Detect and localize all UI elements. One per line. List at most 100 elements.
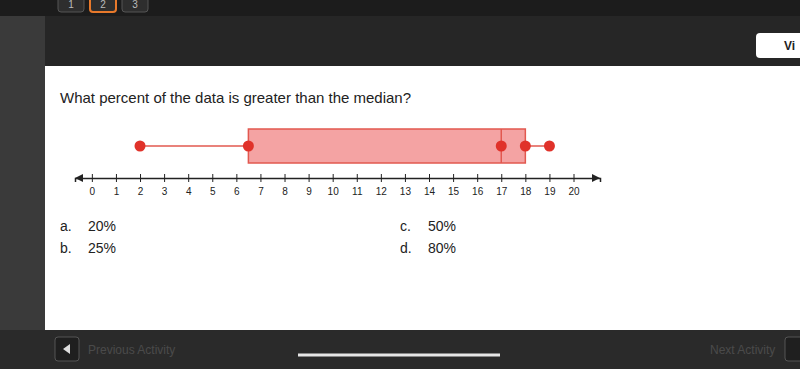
- previous-button[interactable]: [55, 337, 79, 361]
- tick-mark: [357, 174, 358, 182]
- tick-label: 12: [376, 186, 388, 197]
- content-area: [45, 66, 800, 330]
- tick-label: 3: [162, 186, 168, 197]
- option-letter[interactable]: c.: [400, 218, 411, 234]
- tick-mark: [285, 174, 286, 182]
- tick-mark: [260, 174, 261, 182]
- tick-label: 13: [400, 186, 412, 197]
- progress-line: [298, 354, 500, 357]
- tick-label: 5: [210, 186, 216, 197]
- tick-label: 18: [520, 186, 532, 197]
- tick-label: 0: [90, 186, 96, 197]
- x-axis: 01234567891011121314151617181920: [76, 174, 601, 197]
- tick-mark: [164, 174, 165, 182]
- tick: 10: [328, 174, 340, 197]
- tick: 14: [424, 174, 436, 197]
- tick-mark: [188, 174, 189, 182]
- tick-label: 2: [138, 186, 144, 197]
- axis-arrow: [592, 174, 600, 182]
- tick: 4: [186, 174, 192, 197]
- tick-mark: [333, 174, 334, 182]
- tick: 19: [544, 174, 556, 197]
- background: [0, 0, 800, 369]
- tab[interactable]: [90, 0, 116, 12]
- footer-bar: [0, 330, 800, 369]
- tick: 18: [520, 174, 532, 197]
- tick: 16: [472, 174, 484, 197]
- tick: 3: [162, 174, 168, 197]
- tick-label: 7: [258, 186, 264, 197]
- tick-mark: [453, 174, 454, 182]
- tick: 6: [234, 174, 240, 197]
- tick-mark: [405, 174, 406, 182]
- tick: 1: [114, 174, 120, 197]
- next-label[interactable]: Next Activity: [710, 343, 775, 357]
- tick-mark: [549, 174, 550, 182]
- tick-mark: [309, 174, 310, 182]
- tick: 0: [90, 174, 96, 197]
- tab-label[interactable]: 2: [100, 0, 106, 10]
- tick: 8: [282, 174, 288, 197]
- tick: 11: [352, 174, 363, 197]
- tick-label: 15: [448, 186, 460, 197]
- tick: 13: [400, 174, 412, 197]
- option-text[interactable]: 80%: [428, 240, 456, 256]
- option-letter[interactable]: a.: [60, 218, 72, 234]
- header-bar: [45, 16, 800, 66]
- tick: 5: [210, 174, 216, 197]
- tick-label: 6: [234, 186, 240, 197]
- tab-label[interactable]: 3: [132, 0, 138, 10]
- view-button-label[interactable]: Vi: [784, 39, 795, 53]
- tick: 15: [448, 174, 460, 197]
- left-margin: [0, 16, 45, 330]
- tick-label: 20: [568, 186, 580, 197]
- tick-label: 17: [496, 186, 508, 197]
- tick-label: 14: [424, 186, 436, 197]
- point-min: [135, 141, 146, 152]
- option-letter[interactable]: b.: [60, 240, 72, 256]
- tick-label: 16: [472, 186, 484, 197]
- question: What percent of the data is greater than…: [60, 89, 411, 106]
- tick-mark: [236, 174, 237, 182]
- tab[interactable]: [58, 0, 84, 12]
- tick: 9: [306, 174, 312, 197]
- next-button[interactable]: [785, 337, 800, 361]
- point-q1: [243, 141, 254, 152]
- axis-line: [76, 179, 601, 183]
- tab-label[interactable]: 1: [68, 0, 74, 10]
- tick-label: 11: [352, 186, 363, 197]
- previous-label[interactable]: Previous Activity: [88, 343, 175, 357]
- view-button[interactable]: [756, 33, 800, 58]
- previous-arrow: [63, 344, 70, 354]
- whisker: [140, 145, 248, 147]
- tab[interactable]: [122, 0, 148, 12]
- point-q3: [520, 141, 531, 152]
- tick-label: 9: [306, 186, 312, 197]
- tick-label: 4: [186, 186, 192, 197]
- tick-mark: [574, 174, 575, 182]
- tick-mark: [116, 174, 117, 182]
- option-text[interactable]: 50%: [428, 218, 456, 234]
- tick-mark: [429, 174, 430, 182]
- tick-label: 1: [114, 186, 120, 197]
- plot: [135, 129, 555, 163]
- axis-arrow: [75, 174, 83, 182]
- option-letter[interactable]: d.: [400, 240, 412, 256]
- top-strip: [0, 0, 800, 16]
- tick: 17: [496, 174, 508, 197]
- point-median: [496, 141, 507, 152]
- tick-mark: [212, 174, 213, 182]
- tick-label: 19: [544, 186, 556, 197]
- tick: 20: [568, 174, 580, 197]
- tick-mark: [525, 174, 526, 182]
- tick-mark: [92, 174, 93, 182]
- tick-label: 10: [328, 186, 340, 197]
- tick-mark: [140, 174, 141, 182]
- option-text[interactable]: 20%: [88, 218, 116, 234]
- tick-mark: [477, 174, 478, 182]
- tick: 12: [376, 174, 388, 197]
- tick: 7: [258, 174, 264, 197]
- box: [248, 129, 525, 163]
- tick: 2: [138, 174, 144, 197]
- option-text[interactable]: 25%: [88, 240, 116, 256]
